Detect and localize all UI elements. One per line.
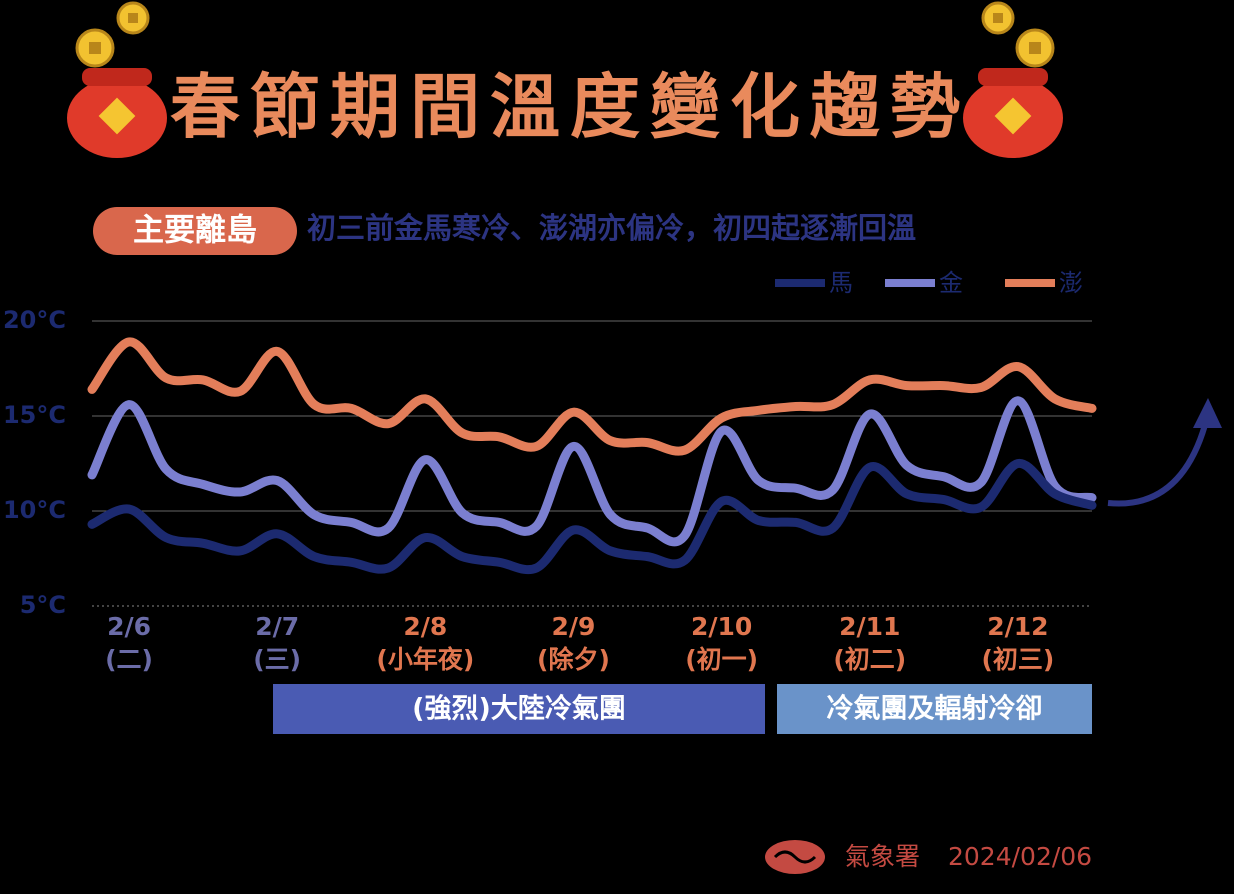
- decoration-right: [963, 1, 1063, 158]
- x-tick-note: (三): [253, 645, 301, 674]
- x-tick-note: (初一): [685, 645, 758, 674]
- tag: 主要離島: [133, 213, 257, 249]
- series-line: [87, 459, 1097, 575]
- y-tick-label: 15°C: [3, 401, 66, 429]
- subtitle: 初三前金馬寒冷、澎湖亦偏冷，初四起逐漸回溫: [307, 211, 916, 245]
- y-tick-label: 5°C: [20, 591, 66, 619]
- x-tick-note: (初二): [833, 645, 906, 674]
- x-tick-label: 2/12: [987, 612, 1048, 641]
- legend-label: 澎: [1059, 269, 1083, 297]
- x-tick-label: 2/7: [255, 612, 299, 641]
- trend-arrow: [1107, 424, 1208, 507]
- annotation-text: 冷氣團及輻射冷卻: [827, 694, 1043, 725]
- decoration-left: [67, 1, 167, 158]
- source: 氣象署: [845, 842, 920, 871]
- y-tick-label: 20°C: [3, 306, 66, 334]
- logo-mark: [773, 850, 817, 864]
- annotation-band: [777, 684, 1092, 734]
- x-tick-note: (小年夜): [376, 645, 474, 674]
- legend-label: 金: [939, 269, 963, 297]
- date: 2024/02/06: [948, 842, 1092, 871]
- x-tick-note: (除夕): [537, 645, 610, 674]
- legend-label: 馬: [829, 269, 853, 297]
- x-tick-label: 2/10: [691, 612, 752, 641]
- chart-title: 春節期間溫度變化趨勢: [170, 66, 970, 148]
- x-tick-label: 2/9: [552, 612, 596, 641]
- x-tick-label: 2/11: [839, 612, 900, 641]
- x-tick-note: (初三): [981, 645, 1054, 674]
- x-tick-label: 2/6: [107, 612, 151, 641]
- annotation-text: (強烈)大陸冷氣團: [412, 694, 626, 725]
- y-tick-label: 10°C: [3, 496, 66, 524]
- tag-background: [93, 207, 297, 255]
- series-line: [87, 337, 1097, 456]
- x-tick-label: 2/8: [403, 612, 447, 641]
- annotation-band: [273, 684, 765, 734]
- trend-arrow-head: [1193, 398, 1222, 428]
- series-line: [87, 396, 1097, 547]
- x-tick-note: (二): [105, 645, 153, 674]
